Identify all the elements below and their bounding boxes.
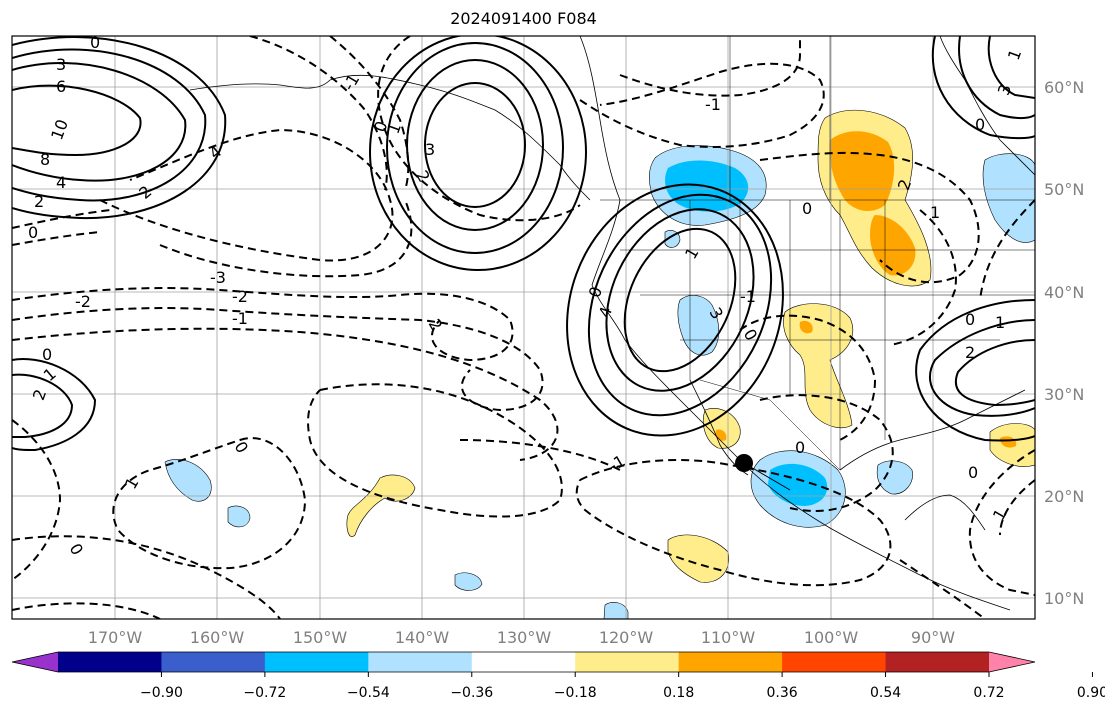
shade-blue-gulf (876, 460, 913, 495)
lon-label: 120°W (599, 628, 654, 647)
colorbar-cell (58, 652, 162, 672)
shade-orange-tx (799, 320, 813, 334)
colorbar-cell (575, 652, 680, 672)
contour-label: 0 (28, 223, 38, 242)
contour-label: 1 (930, 203, 940, 222)
colorbar-cell (471, 652, 576, 672)
shade-blue-hawaii2 (227, 505, 251, 528)
colorbar-cell (264, 652, 369, 672)
lon-label: 160°W (190, 628, 245, 647)
colorbar-label: −0.54 (347, 685, 390, 701)
contour-label: 0 (795, 438, 805, 457)
contours (12, 36, 1035, 619)
lon-label: 90°W (911, 628, 955, 647)
shade-blue-hawaii (164, 459, 212, 502)
contour-label: -1 (705, 95, 721, 114)
borders (600, 36, 1035, 471)
colorbar-label: −0.72 (243, 685, 286, 701)
contour-label: 8 (40, 150, 50, 169)
colorbar: −0.90 −0.72 −0.54 −0.36 −0.18 0.18 0.36 0.54 0.7… (11, 651, 1105, 701)
lat-label: 50°N (1044, 180, 1084, 199)
colorbar-cell (885, 652, 990, 672)
contour-label: -1 (232, 309, 248, 328)
lon-label: 150°W (293, 628, 348, 647)
colorbar-cell (678, 652, 783, 672)
contour-label: -2 (75, 292, 91, 311)
shade-yellow-pac2 (667, 534, 730, 583)
contour-label: 0 (42, 345, 52, 364)
colorbar-extend-max (989, 652, 1035, 672)
contour-label: -1 (740, 287, 756, 306)
contours-se-ridge (915, 299, 1035, 442)
lon-label: 140°W (395, 628, 450, 647)
contour-label: 1 (995, 313, 1005, 332)
contour-label: 0 (965, 310, 975, 329)
shade-yellow-tx (783, 303, 854, 429)
contour-label: -2 (232, 287, 248, 306)
contour-label: 0 (975, 115, 985, 134)
colorbar-label: −0.18 (554, 685, 597, 701)
shade-yellow-pac1 (346, 474, 416, 537)
lat-label: 20°N (1044, 487, 1084, 506)
lat-labels: 10°N 20°N 30°N 40°N 50°N 60°N (1044, 78, 1084, 608)
colorbar-cell (782, 652, 887, 672)
contour-label: -3 (210, 268, 226, 287)
coastlines (189, 36, 1035, 611)
lat-label: 60°N (1044, 78, 1084, 97)
contour-label: 2 (34, 192, 44, 211)
contours-dashed (12, 36, 1035, 619)
contours-pacific-high-sw (12, 358, 97, 452)
colorbar-label: −0.90 (140, 685, 183, 701)
shade-orange-canada (829, 131, 895, 212)
contours-ne-high (931, 36, 1035, 140)
contours-west-trough (566, 183, 784, 437)
contour-label: 3 (425, 140, 435, 159)
lon-label: 110°W (701, 628, 756, 647)
colorbar-label: 0.72 (973, 685, 1004, 701)
lat-label: 40°N (1044, 283, 1084, 302)
shade-cyan-mexico (768, 463, 828, 506)
lat-label: 30°N (1044, 385, 1084, 404)
colorbar-labels: −0.90 −0.72 −0.54 −0.36 −0.18 0.18 0.36 0.54 0.7… (140, 672, 1105, 701)
colorbar-label: 0.18 (663, 685, 694, 701)
contour-label: 0 (968, 463, 978, 482)
colorbar-cell (161, 652, 266, 672)
lat-label: 10°N (1044, 589, 1084, 608)
colorbar-cells (58, 652, 990, 672)
shade-yellow-baja (702, 408, 741, 449)
contour-label: 0 (90, 33, 100, 52)
lon-labels: 170°W 160°W 150°W 140°W 130°W 120°W 110°… (88, 628, 955, 647)
colorbar-cell (368, 652, 473, 672)
shade-orange-se (1000, 436, 1017, 448)
colorbar-label: 0.36 (767, 685, 798, 701)
colorbar-label: −0.36 (450, 685, 493, 701)
lon-label: 170°W (88, 628, 143, 647)
contour-label: 2 (965, 343, 975, 362)
contour-label: 6 (56, 77, 66, 96)
colorbar-label: 0.90 (1077, 685, 1105, 701)
colorbar-extend-min (12, 652, 58, 672)
contour-label: 0 (802, 199, 812, 218)
contour-label: 3 (56, 55, 66, 74)
shade-blue-east (982, 153, 1035, 243)
lon-label: 130°W (497, 628, 552, 647)
shade-blue-pac2 (603, 602, 629, 619)
lon-label: 100°W (804, 628, 859, 647)
plot-title: 2024091400 F084 (450, 9, 597, 28)
map-border (11, 35, 1036, 620)
shade-blue-pac1 (454, 572, 483, 591)
colorbar-label: 0.54 (870, 685, 901, 701)
contour-label: 4 (56, 173, 66, 192)
